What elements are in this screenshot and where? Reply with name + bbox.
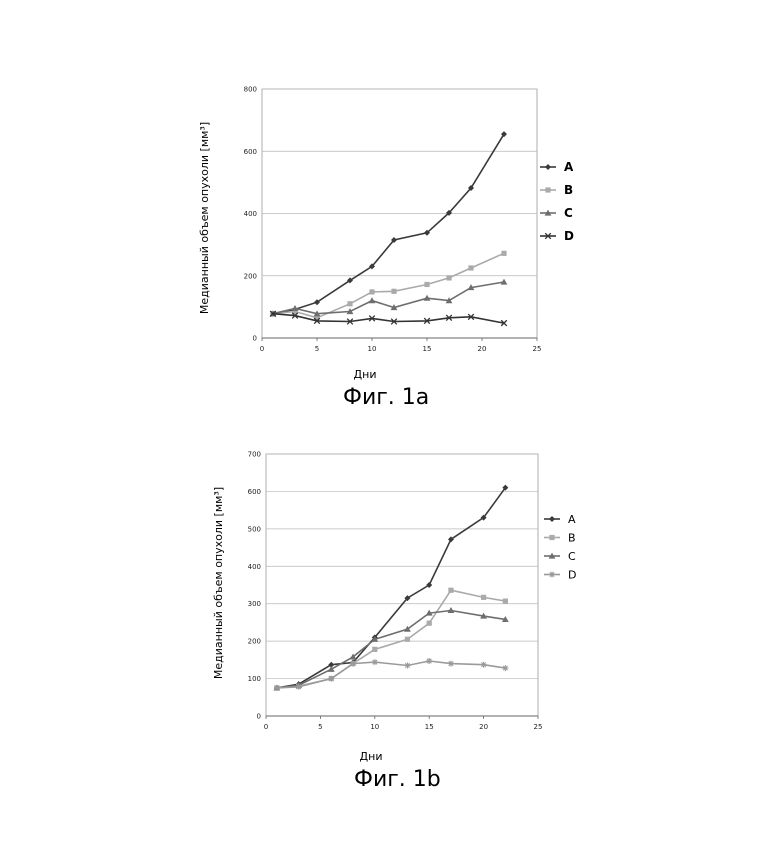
legend-item-a: A [540,160,574,174]
legend-marker [549,535,554,540]
data-point-b [503,598,508,603]
y-axis-title: Медианный объем опухоли [мм³] [212,487,225,679]
y-tick-label: 100 [248,675,261,683]
y-tick-label: 0 [253,335,257,343]
legend-label: C [568,550,576,563]
data-point-b [427,621,432,626]
x-tick-label: 10 [370,723,379,731]
chart-1a: 0 200 400 600 800 0 5 10 15 20 25 Дни Медианный объе… [0,0,780,430]
data-point-d [274,685,280,691]
legend-label: A [568,513,576,526]
figure-caption-1a: Фиг. 1a [343,385,429,410]
legend-item-c: C [540,206,573,220]
legend-label: D [564,229,574,243]
data-point-d [296,684,302,690]
data-point-d [328,676,334,682]
y-tick-label: 0 [257,713,261,721]
data-point-d [481,662,487,668]
series-line-a [273,134,504,314]
legend-item-b: B [540,183,573,197]
data-point-b [424,282,429,287]
series-d [274,658,508,691]
series-d [270,311,507,326]
data-point-d [404,662,410,668]
data-point-c [501,279,508,285]
legend-item-d: D [544,569,576,582]
y-tick-label: 400 [248,563,261,571]
legend-label: C [564,206,573,220]
data-point-d [502,665,508,671]
data-point-b [372,647,377,652]
x-tick-label: 0 [264,723,268,731]
series-line-b [273,253,504,317]
x-tick-label: 5 [318,723,322,731]
data-point-d [448,661,454,667]
y-tick-label: 300 [248,600,261,608]
data-point-b [391,289,396,294]
series-c [270,279,508,317]
data-point-b [481,595,486,600]
legend-label: A [564,160,574,174]
legend-marker [549,516,555,522]
data-point-b [369,289,374,294]
legend-label: B [564,183,573,197]
y-tick-label: 800 [244,86,257,94]
legend-marker [549,572,555,578]
legend-label: B [568,532,576,545]
series-line-b [277,590,506,688]
x-tick-label: 5 [315,345,319,353]
legend-marker [545,187,550,192]
data-point-b [448,588,453,593]
x-tick-label: 25 [534,723,543,731]
x-tick-label: 0 [260,345,264,353]
series-line-a [277,488,506,688]
series-line-d [277,661,506,688]
x-tick-label: 15 [423,345,432,353]
x-tick-label: 20 [478,345,487,353]
x-axis-title: Дни [360,750,383,763]
series-line-c [273,282,504,314]
data-point-b [501,251,506,256]
data-point-c [369,297,376,303]
series-b [274,588,508,691]
legend-item-a: A [544,513,576,526]
data-point-b [405,637,410,642]
legend-label: D [568,569,576,582]
y-axis-title: Медианный объем опухоли [мм³] [198,122,211,314]
legend-item-d: D [540,229,574,243]
y-tick-label: 700 [248,451,261,459]
x-axis-title: Дни [354,368,377,381]
data-point-d [372,659,378,665]
data-point-d [350,661,356,667]
series-a [274,485,508,691]
x-tick-label: 10 [368,345,377,353]
y-tick-label: 200 [244,272,257,280]
figure-1a: 0 200 400 600 800 0 5 10 15 20 25 Дни Медианный объе… [0,0,780,430]
y-tick-label: 600 [248,488,261,496]
y-tick-label: 600 [244,148,257,156]
x-tick-label: 20 [479,723,488,731]
y-tick-label: 400 [244,210,257,218]
data-point-d [426,658,432,664]
y-tick-label: 200 [248,638,261,646]
plot-area [266,454,538,716]
data-point-b [347,301,352,306]
legend-marker [545,164,551,170]
data-point-b [468,265,473,270]
y-tick-label: 500 [248,525,261,533]
legend-item-c: C [544,550,576,563]
figure-1b: 0 100 200 300 400 500 600 700 0 5 10 15 20 25 Дни Медиа… [0,430,780,841]
figure-caption-1b: Фиг. 1b [354,767,441,792]
data-point-b [446,275,451,280]
legend-item-b: B [544,532,576,545]
x-tick-label: 15 [425,723,434,731]
x-tick-label: 25 [533,345,542,353]
